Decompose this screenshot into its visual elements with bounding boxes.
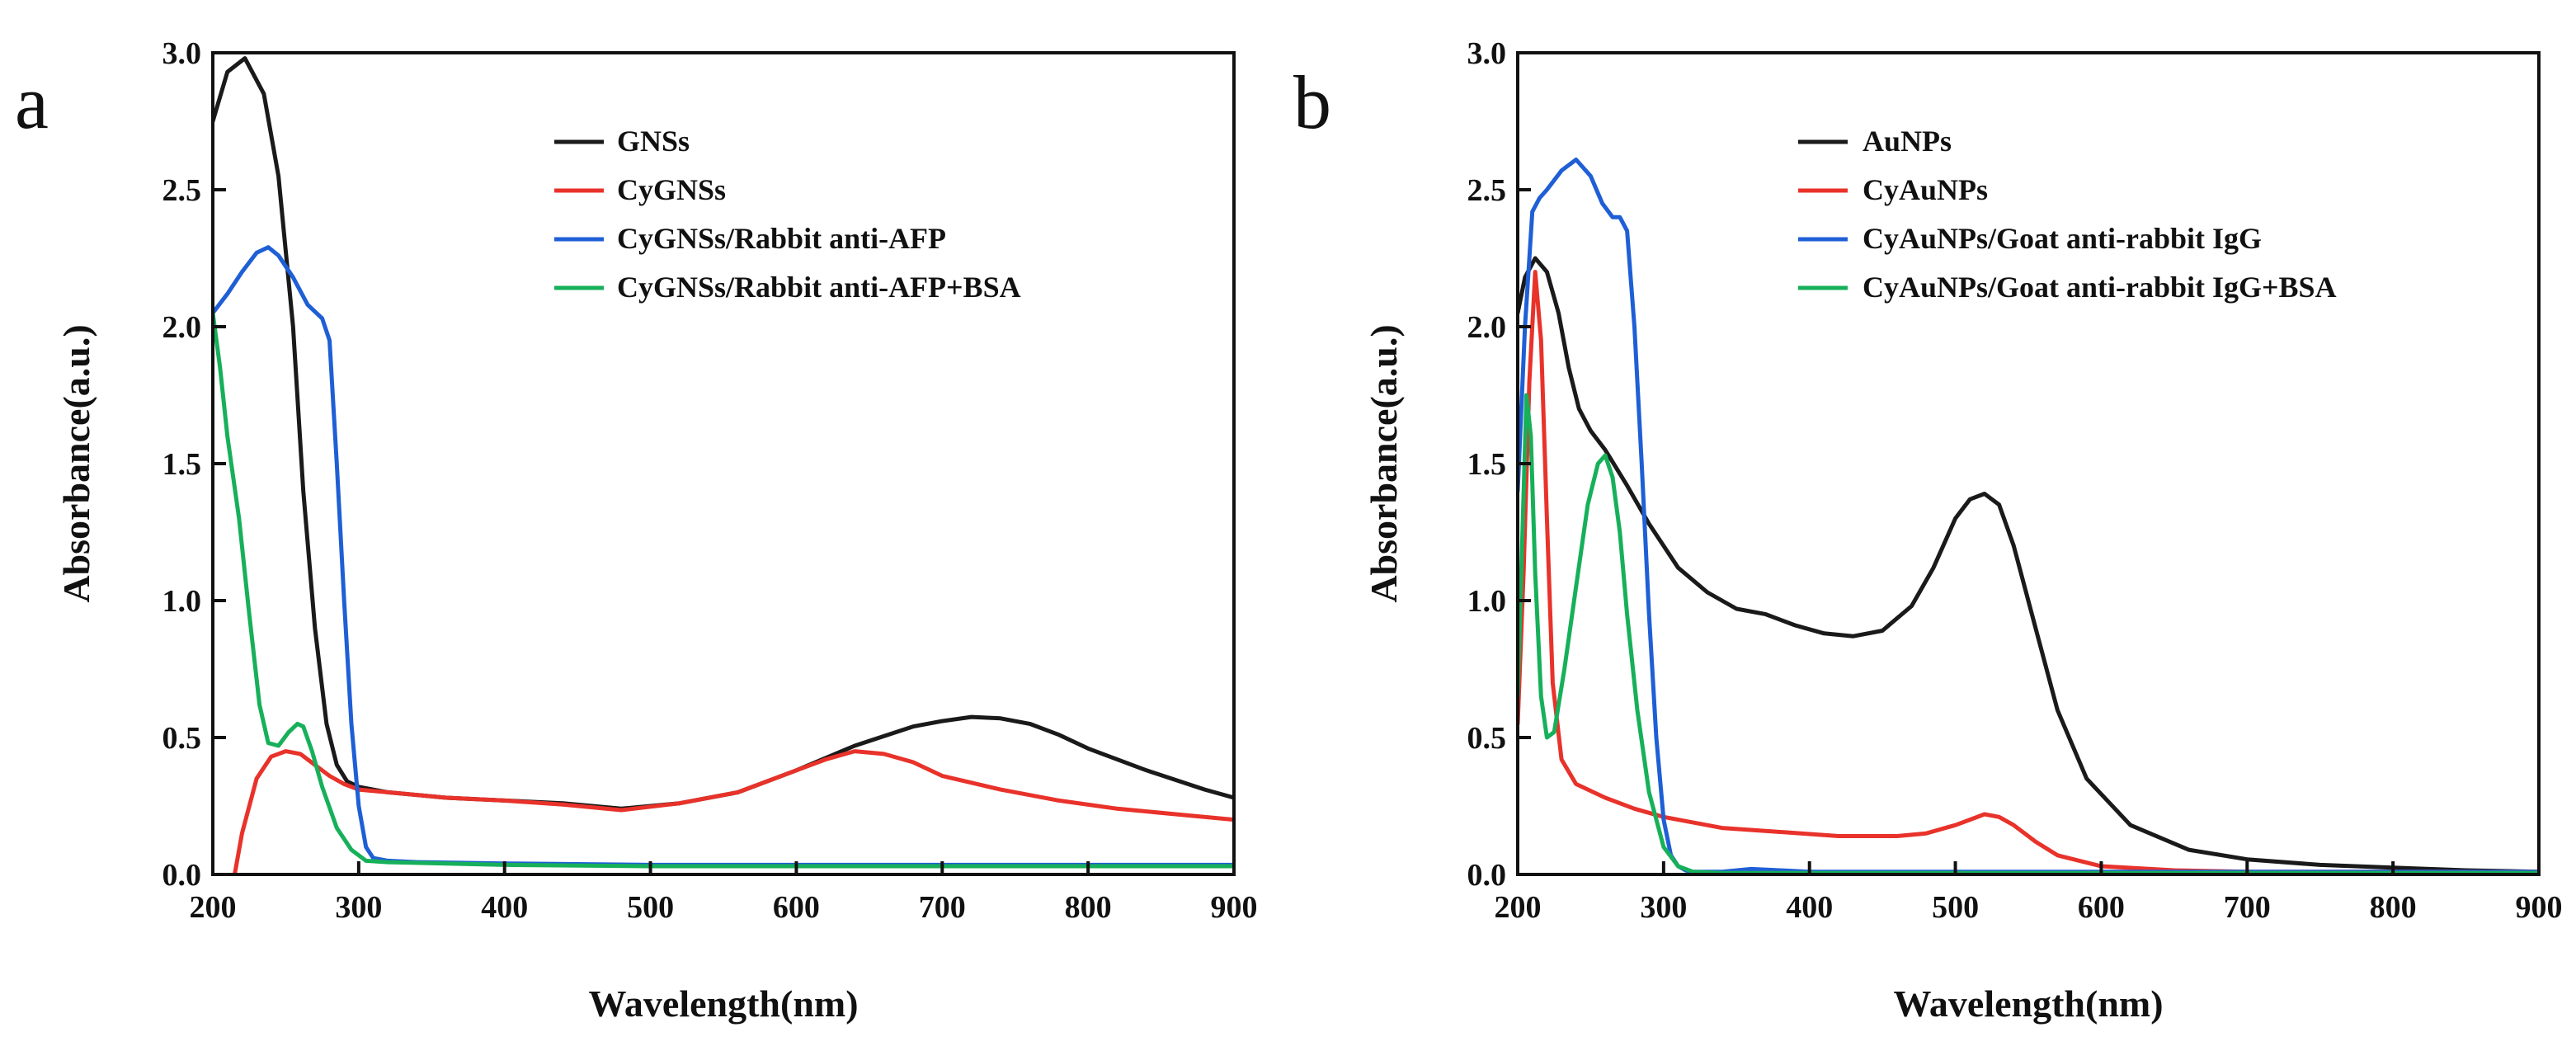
y-tick-label: 0.5	[162, 721, 202, 756]
legend-label-1: GNSs	[617, 125, 690, 158]
panel-b: 200 300 400 500 600 700 800 900 0.0 0.5 1.0 1.5 2.0 2…	[1293, 36, 2563, 1025]
x-tick-label: 800	[1065, 890, 1112, 925]
legend-label-4: CyGNSs/Rabbit anti-AFP+BSA	[617, 271, 1021, 304]
y-tick-label: 0.5	[1467, 721, 1507, 756]
legend-label-2: CyGNSs	[617, 173, 726, 206]
plot-frame	[1516, 51, 2541, 876]
y-tick-label: 2.5	[162, 173, 202, 208]
y-tick-label: 2.0	[1467, 310, 1507, 345]
legend-label-3: CyGNSs/Rabbit anti-AFP	[617, 222, 946, 255]
legend-label-2: CyAuNPs	[1863, 173, 1988, 206]
series-line-2	[233, 749, 1234, 874]
y-axis-title: Absorbance(a.u.)	[1363, 324, 1405, 602]
panel-a: 200 300 400 500 600 700 800 900 0.0 0.5 1.0 1.5 2.0 2…	[15, 36, 1258, 1025]
x-axis-title: Wavelength(nm)	[588, 983, 858, 1025]
series-line-2	[1518, 270, 2539, 874]
y-tick-label: 0.0	[1467, 858, 1507, 893]
x-tick-label: 400	[481, 890, 528, 925]
legend: GNSs CyGNSs CyGNSs/Rabbit anti-AFP CyGNSs/R…	[554, 125, 1021, 304]
legend-label-1: AuNPs	[1863, 125, 1952, 158]
panel-label: a	[15, 60, 49, 144]
x-tick-label: 200	[1495, 890, 1542, 925]
x-tick-label: 600	[2078, 890, 2125, 925]
x-tick-label: 300	[1640, 890, 1687, 925]
series-line-3	[213, 245, 1234, 867]
panel-label: b	[1293, 60, 1331, 144]
x-tick-label: 200	[190, 890, 237, 925]
y-tick-label: 1.0	[1467, 584, 1507, 619]
legend-label-4: CyAuNPs/Goat anti-rabbit IgG+BSA	[1863, 271, 2337, 304]
y-tick-label: 1.0	[162, 584, 202, 619]
x-tick-label: 700	[919, 890, 966, 925]
x-tick-label: 900	[2516, 890, 2563, 925]
x-tick-label: 500	[1932, 890, 1979, 925]
x-tick-label: 400	[1786, 890, 1833, 925]
series-group	[1518, 158, 2539, 874]
y-tick-label: 3.0	[1467, 36, 1507, 71]
x-tick-label: 300	[335, 890, 382, 925]
legend-label-3: CyAuNPs/Goat anti-rabbit IgG	[1863, 222, 2262, 255]
x-axis-title: Wavelength(nm)	[1893, 983, 2163, 1025]
x-tick-label: 700	[2224, 890, 2271, 925]
y-tick-label: 0.0	[162, 858, 202, 893]
series-line-3	[1518, 158, 2539, 874]
series-line-4	[1518, 393, 2539, 874]
series-line-4	[213, 310, 1234, 869]
series-line-1	[213, 56, 1234, 811]
x-tick-label: 600	[773, 890, 820, 925]
y-tick-label: 2.0	[162, 310, 202, 345]
y-tick-label: 3.0	[162, 36, 202, 71]
legend: AuNPs CyAuNPs CyAuNPs/Goat anti-rabbit IgG…	[1798, 125, 2337, 304]
y-tick-label: 1.5	[162, 447, 202, 482]
y-tick-label: 2.5	[1467, 173, 1507, 208]
series-group	[213, 56, 1234, 874]
x-tick-label: 900	[1211, 890, 1258, 925]
y-tick-label: 1.5	[1467, 447, 1507, 482]
x-tick-label: 800	[2370, 890, 2417, 925]
y-axis-title: Absorbance(a.u.)	[55, 324, 97, 602]
x-tick-label: 500	[627, 890, 674, 925]
series-line-1	[1518, 256, 2539, 874]
